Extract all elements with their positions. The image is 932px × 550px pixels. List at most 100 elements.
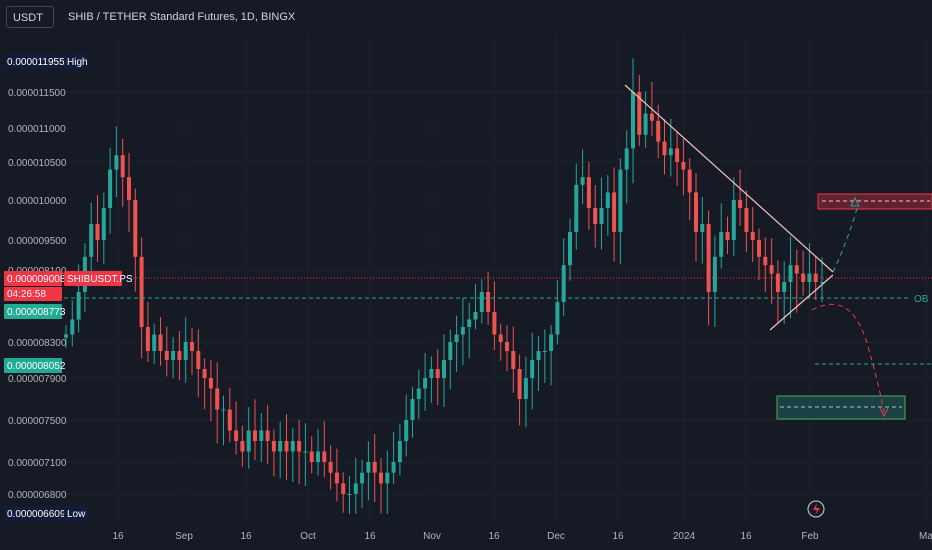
- high-label-badge: High: [67, 57, 88, 68]
- candle: [442, 360, 446, 378]
- candle: [750, 232, 755, 240]
- candle: [410, 399, 415, 420]
- candle: [624, 148, 629, 170]
- candle: [662, 141, 667, 156]
- candle: [523, 378, 528, 399]
- candle: [290, 441, 295, 452]
- lightning-icon-glyph: [813, 503, 820, 515]
- low-label-badge-bg: [64, 506, 88, 521]
- low-value-badge: 0.000006609: [7, 509, 66, 520]
- time-tick-label: 16: [612, 531, 624, 542]
- candle: [404, 420, 409, 441]
- candle: [435, 369, 440, 378]
- candle: [379, 472, 383, 484]
- candle: [687, 169, 692, 193]
- candle: [731, 200, 736, 240]
- candle: [101, 208, 106, 240]
- current-price-badge-bg: [4, 271, 62, 286]
- candle: [467, 319, 472, 327]
- time-tick-label: 16: [488, 531, 500, 542]
- chart-title: SHIB / TETHER Standard Futures, 1D, BING…: [68, 11, 296, 23]
- candle: [605, 192, 610, 208]
- candle: [334, 472, 339, 484]
- candle: [164, 351, 169, 360]
- candle: [353, 483, 358, 494]
- low-label-badge: Low: [67, 509, 86, 520]
- candle: [127, 177, 131, 200]
- candle: [788, 265, 793, 282]
- candle: [675, 148, 680, 162]
- candle: [190, 342, 194, 351]
- candle: [593, 208, 598, 224]
- time-tick-label: 16: [740, 531, 752, 542]
- level-price-badge-bg: [4, 358, 62, 373]
- candle: [492, 312, 497, 335]
- low-value-badge-bg: [4, 506, 62, 521]
- candle: [631, 92, 635, 149]
- candle: [813, 273, 818, 282]
- candle: [820, 282, 824, 283]
- ob-label: OB: [914, 294, 929, 305]
- candle: [246, 430, 251, 452]
- trendline-resistance: [624, 84, 834, 273]
- time-tick-label: Oct: [300, 531, 316, 542]
- candle: [347, 494, 352, 495]
- candle: [649, 113, 654, 121]
- candle: [568, 232, 572, 266]
- demand-zone: [776, 395, 906, 420]
- candle: [448, 342, 453, 360]
- time-tick-label: Dec: [547, 531, 565, 542]
- candle: [807, 273, 812, 282]
- countdown-badge-bg: [4, 287, 62, 301]
- price-tick-label: 0.000007500: [8, 416, 67, 427]
- candle: [473, 312, 478, 320]
- candle: [108, 169, 113, 208]
- candle: [70, 319, 75, 335]
- time-tick-label: 16: [112, 531, 124, 542]
- candle: [725, 232, 730, 240]
- candle: [271, 441, 276, 452]
- candles: [64, 58, 824, 514]
- candle: [309, 451, 314, 462]
- candle: [757, 240, 761, 257]
- candle: [171, 351, 176, 360]
- grid: [64, 34, 932, 520]
- candle: [360, 472, 365, 484]
- candle: [542, 351, 547, 352]
- candle: [120, 155, 125, 178]
- candle: [511, 351, 516, 369]
- candle: [536, 351, 541, 360]
- candle: [196, 351, 201, 369]
- candle: [429, 369, 434, 378]
- price-tick-label: 0.000008300: [8, 338, 67, 349]
- countdown-badge: 04:26:58: [7, 289, 46, 300]
- candle: [637, 92, 642, 135]
- candle: [719, 232, 724, 257]
- candle: [328, 462, 333, 473]
- candle: [423, 378, 428, 389]
- candle: [694, 192, 698, 232]
- time-tick-label: Ma: [919, 531, 932, 542]
- time-axis[interactable]: 16 Sep 16 Oct 16 Nov 16 Dec 16 2024 16 Feb Ma: [112, 531, 932, 542]
- time-tick-label: Feb: [801, 531, 819, 542]
- chart-header: USDT SHIB / TETHER Standard Futures, 1D,…: [0, 0, 932, 34]
- candle: [297, 441, 302, 452]
- candle: [183, 342, 188, 360]
- bullish-projection: [832, 204, 859, 273]
- candle: [460, 327, 465, 335]
- time-tick-label: 2024: [673, 531, 696, 542]
- symbol-badge-bg: [64, 271, 122, 286]
- time-tick-label: 16: [364, 531, 376, 542]
- candle: [505, 342, 509, 351]
- currency-selector[interactable]: USDT: [6, 6, 54, 28]
- candle: [366, 462, 371, 473]
- candle: [517, 369, 522, 399]
- candle: [656, 120, 661, 142]
- symbol-badge: SHIBUSDT.PS: [67, 274, 133, 285]
- candle: [341, 483, 346, 494]
- candle: [643, 113, 648, 135]
- candle: [479, 292, 484, 312]
- badges: 0.000011955 High 0.000006609 Low 0.000009008…: [4, 54, 133, 521]
- candle: [580, 177, 585, 185]
